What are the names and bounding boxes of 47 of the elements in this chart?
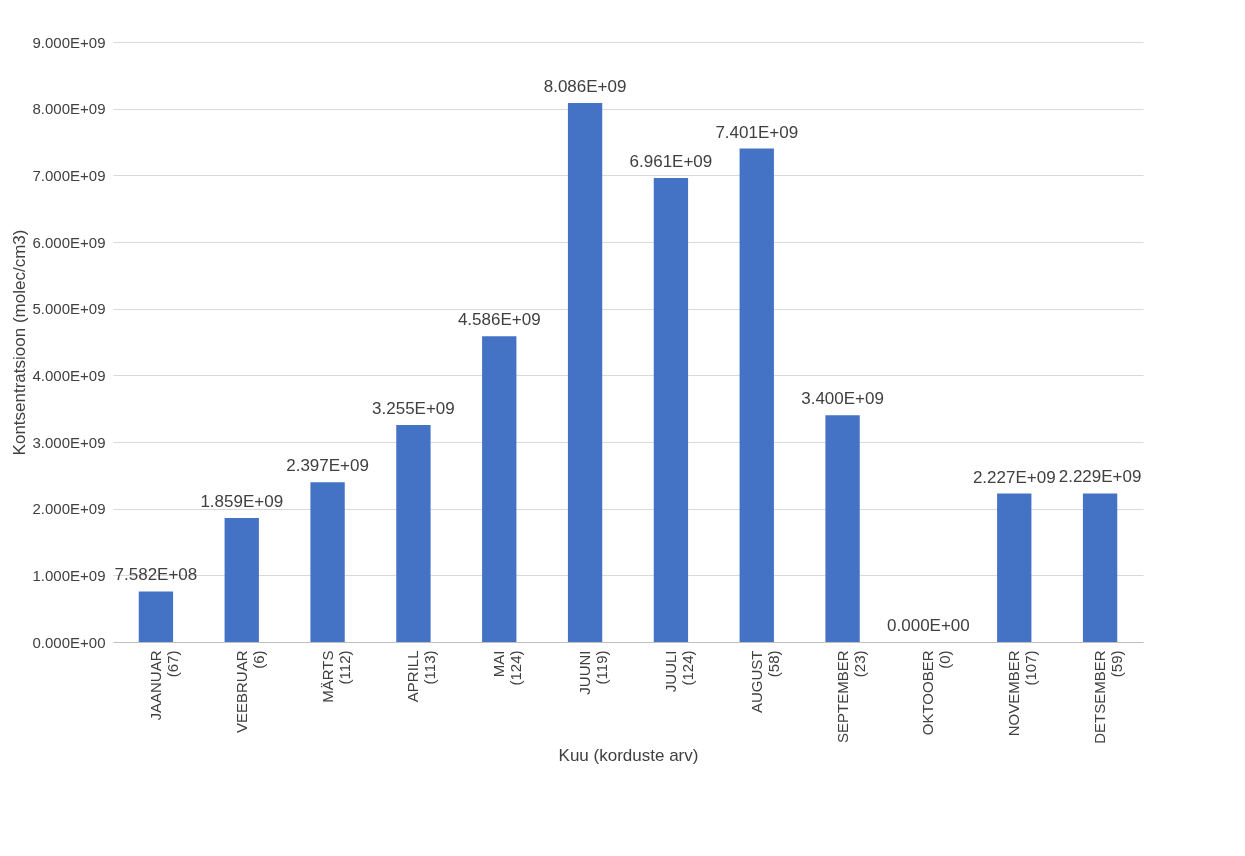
y-tick-label: 5.000E+09 bbox=[32, 300, 106, 318]
bar bbox=[482, 336, 517, 642]
x-tick-label: NOVEMBER (107) bbox=[1005, 650, 1040, 737]
data-label: 8.086E+09 bbox=[543, 76, 627, 96]
bar bbox=[224, 518, 259, 642]
bar bbox=[825, 415, 860, 642]
x-tick-label: MÄRTS (112) bbox=[318, 650, 353, 703]
data-label: 2.227E+09 bbox=[972, 467, 1056, 487]
data-label: 1.859E+09 bbox=[200, 492, 284, 512]
x-tick-label: DETSEMBER (59) bbox=[1091, 650, 1126, 744]
bar bbox=[997, 493, 1032, 642]
y-tick-label: 2.000E+09 bbox=[32, 500, 106, 518]
bar bbox=[396, 425, 431, 642]
y-tick-label: 9.000E+09 bbox=[32, 33, 106, 51]
y-tick-label: 7.000E+09 bbox=[32, 166, 106, 184]
bar bbox=[653, 177, 689, 642]
x-tick-label: MAI (124) bbox=[490, 650, 525, 686]
y-tick-label: 0.000E+00 bbox=[32, 633, 106, 651]
bar bbox=[138, 591, 174, 642]
x-tick-label: VEEBRUAR (6) bbox=[232, 650, 267, 734]
data-label: 3.255E+09 bbox=[372, 399, 455, 418]
y-tick-label: 4.000E+09 bbox=[32, 366, 106, 384]
x-tick-label: OKTOOBER (0) bbox=[919, 650, 954, 736]
x-tick-label: JAANUAR (67) bbox=[146, 650, 181, 721]
x-tick-label: SEPTEMBER (23) bbox=[833, 650, 868, 744]
y-tick-label: 1.000E+09 bbox=[32, 566, 106, 584]
y-tick-label: 8.000E+09 bbox=[32, 100, 106, 118]
bar bbox=[310, 482, 345, 642]
data-label: 6.961E+09 bbox=[629, 151, 713, 171]
x-tick-label: JUULI (124) bbox=[661, 650, 696, 693]
data-label: 7.401E+09 bbox=[715, 122, 799, 142]
data-label: 4.586E+09 bbox=[457, 310, 541, 330]
x-tick-label: APRILL (113) bbox=[404, 650, 439, 703]
bar bbox=[739, 148, 774, 642]
data-label: 7.582E+08 bbox=[114, 565, 198, 585]
bar bbox=[1082, 493, 1118, 642]
data-label: 0.000E+00 bbox=[887, 616, 970, 635]
x-tick-label: JUUNI (119) bbox=[576, 650, 611, 695]
bar bbox=[567, 102, 603, 642]
y-tick-label: 3.000E+09 bbox=[32, 433, 106, 451]
y-axis-title: Kontsentratsioon (molec/cm3) bbox=[9, 229, 29, 456]
x-axis-title: Kuu (korduste arv) bbox=[558, 745, 699, 765]
x-tick-label: AUGUST (58) bbox=[747, 650, 782, 714]
data-label: 2.229E+09 bbox=[1058, 467, 1142, 487]
data-label: 2.397E+09 bbox=[286, 456, 369, 476]
y-tick-label: 6.000E+09 bbox=[32, 233, 106, 251]
data-label: 3.400E+09 bbox=[801, 389, 884, 409]
